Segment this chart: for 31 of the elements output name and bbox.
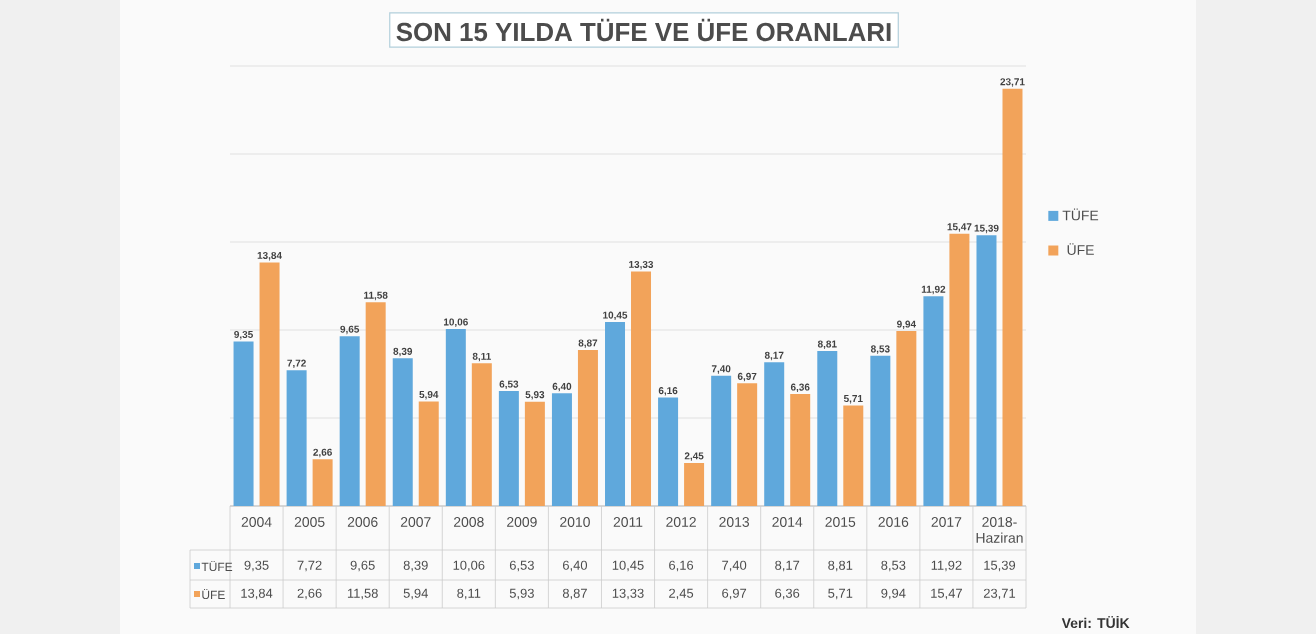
bar xyxy=(259,262,280,506)
bar xyxy=(498,391,519,506)
bar xyxy=(392,358,413,506)
bar xyxy=(418,401,439,506)
bar xyxy=(896,331,917,506)
bar xyxy=(1002,88,1023,506)
bar xyxy=(790,394,811,506)
bar xyxy=(843,405,864,506)
bar xyxy=(524,401,545,506)
bar xyxy=(286,370,307,506)
bar xyxy=(312,459,333,506)
bar xyxy=(658,397,679,506)
bar xyxy=(233,341,254,506)
bar xyxy=(577,349,598,506)
bar xyxy=(684,462,705,506)
bar xyxy=(949,233,970,506)
bar xyxy=(551,393,572,506)
bar xyxy=(870,355,891,506)
bar xyxy=(605,322,626,506)
bar xyxy=(923,296,944,506)
bar xyxy=(711,375,732,506)
bar xyxy=(365,302,386,506)
bar xyxy=(976,235,997,506)
bar xyxy=(764,362,785,506)
bar xyxy=(445,328,466,506)
bar xyxy=(471,363,492,506)
bar xyxy=(631,271,652,506)
bar xyxy=(737,383,758,506)
chart-title: SON 15 YILDA TÜFE VE ÜFE ORANLARI xyxy=(396,18,891,42)
bar xyxy=(817,350,838,506)
bar xyxy=(339,336,360,506)
